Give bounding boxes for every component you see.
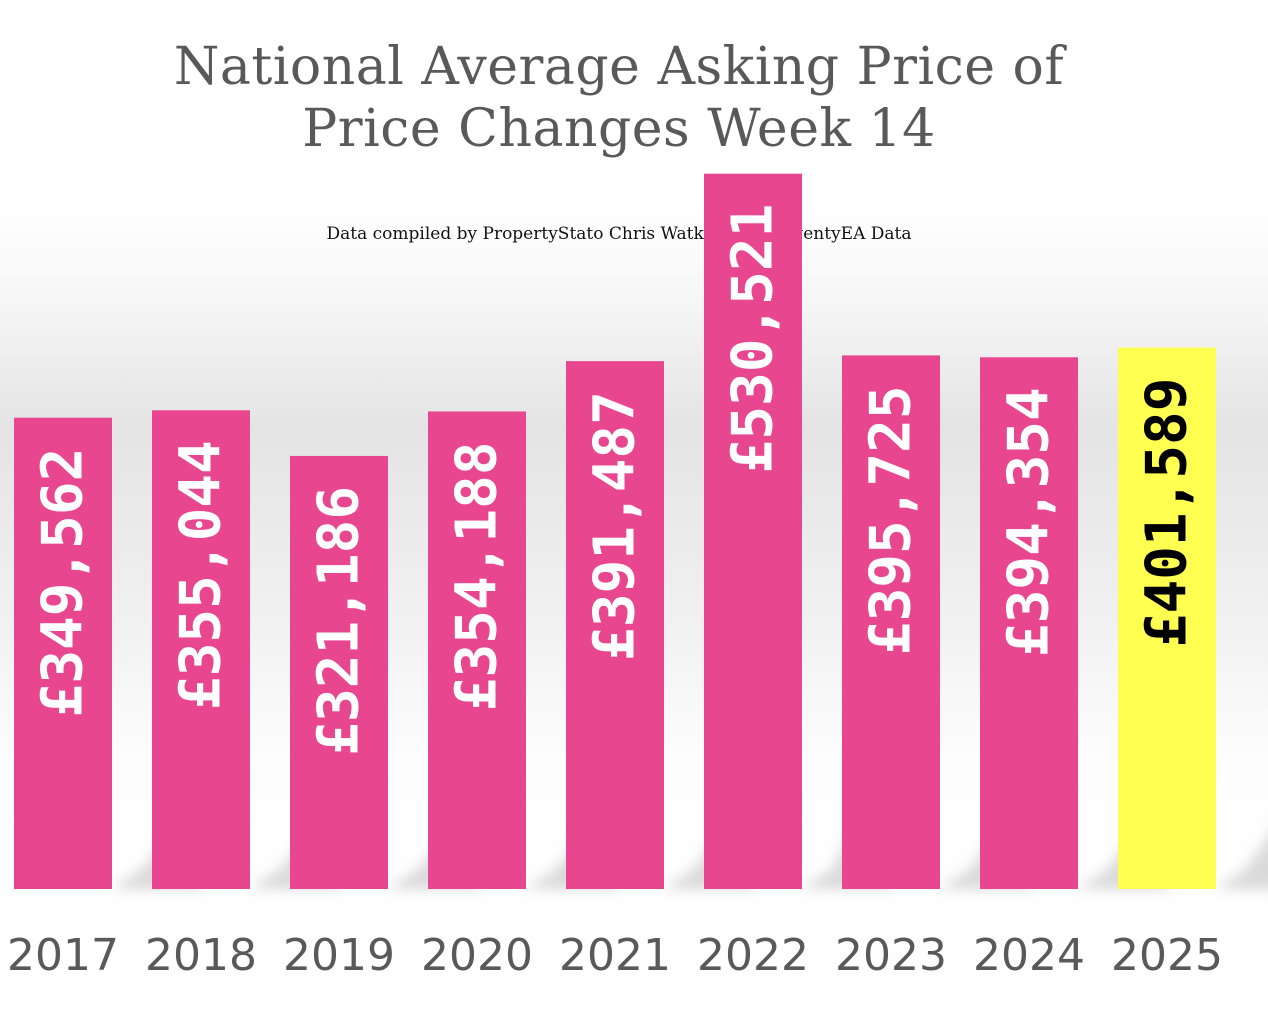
bar-value-label: £530,521 [721, 204, 786, 474]
bar-highlight-2025 [1118, 347, 1216, 889]
chart-title-line-2: Price Changes Week 14 [302, 99, 936, 159]
x-tick-label: 2018 [145, 930, 257, 981]
x-tick-label: 2022 [697, 930, 809, 981]
bar-value-label: £401,589 [1135, 378, 1200, 648]
x-tick-label: 2019 [283, 930, 395, 981]
bar-2022 [704, 173, 802, 889]
chart-title: National Average Asking Price of Price C… [0, 36, 1238, 160]
bar-2023 [842, 355, 940, 889]
bar-2019 [290, 455, 388, 889]
bar-shadow [1216, 836, 1268, 889]
bar-shadows [112, 688, 1268, 889]
bars [14, 173, 1216, 889]
x-tick-label: 2017 [7, 930, 119, 981]
bar-value-label: £395,725 [859, 385, 924, 655]
bar-2021 [566, 361, 664, 889]
x-tick-label: 2020 [421, 930, 533, 981]
bar-value-label: £354,188 [445, 441, 510, 711]
bar-value-label: £349,562 [31, 448, 96, 718]
bar-value-label: £355,044 [169, 440, 234, 710]
bar-2018 [152, 410, 250, 889]
bar-2020 [428, 411, 526, 889]
x-tick-label: 2024 [973, 930, 1085, 981]
bar-value-label: £394,354 [997, 387, 1062, 657]
bar-2024 [980, 357, 1078, 889]
x-tick-label: 2023 [835, 930, 947, 981]
x-tick-labels: 2017 2018 2019 2020 2021 2022 2023 2024 2025 [7, 930, 1223, 981]
x-tick-label: 2025 [1111, 930, 1223, 981]
bar-value-label: £321,186 [307, 486, 372, 756]
x-tick-label: 2021 [559, 930, 671, 981]
bar-labels: £349,562 £355,044 £321,186 £354,188 £391,487… [31, 204, 1200, 756]
bar-2017 [14, 417, 112, 889]
chart-title-line-1: National Average Asking Price of [173, 37, 1065, 97]
bar-value-label: £391,487 [583, 391, 648, 661]
